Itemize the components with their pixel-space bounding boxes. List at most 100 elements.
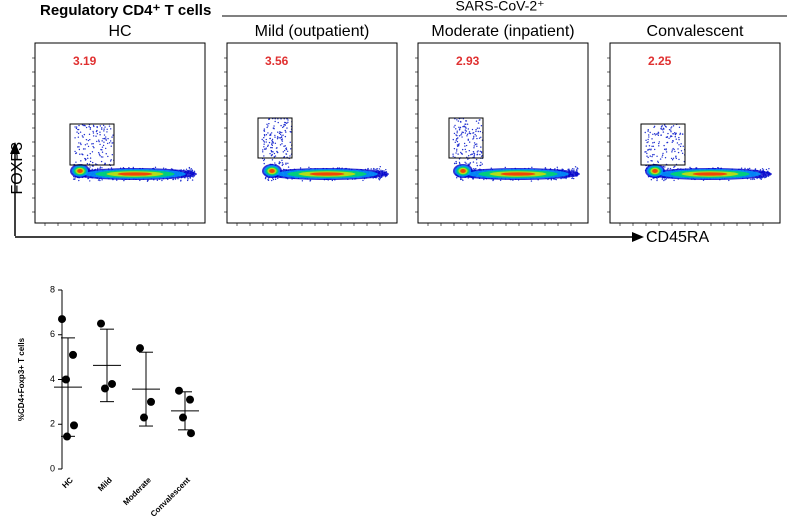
event: [671, 149, 674, 151]
panel-title: Mild (outpatient): [255, 23, 370, 40]
event: [273, 152, 276, 155]
event: [651, 160, 653, 162]
event: [274, 162, 276, 164]
event: [99, 166, 102, 168]
event: [281, 126, 284, 129]
event: [663, 148, 666, 151]
event: [476, 162, 478, 164]
event: [266, 123, 268, 126]
event: [678, 136, 680, 139]
event: [664, 166, 666, 168]
event: [647, 138, 649, 141]
event: [287, 119, 289, 121]
event: [672, 147, 674, 150]
event: [187, 178, 189, 180]
event: [663, 144, 665, 147]
event: [675, 138, 677, 140]
event: [367, 168, 369, 170]
event: [674, 165, 676, 168]
event: [74, 150, 76, 153]
event: [654, 148, 656, 151]
event: [278, 137, 280, 139]
event: [269, 152, 271, 155]
event: [268, 118, 270, 121]
event: [271, 147, 273, 149]
event: [284, 121, 286, 124]
event: [101, 140, 103, 142]
event: [499, 179, 502, 181]
x-axis-label: CD45RA: [646, 229, 709, 246]
event: [78, 148, 81, 151]
event: [717, 166, 719, 169]
event: [477, 130, 480, 133]
event: [103, 137, 106, 140]
event: [283, 149, 286, 152]
x-tick-label: Mild: [96, 475, 114, 493]
event: [455, 162, 458, 165]
event: [101, 167, 103, 169]
event: [263, 159, 265, 162]
event: [192, 170, 194, 172]
event: [92, 143, 94, 145]
event: [95, 135, 97, 137]
event: [110, 145, 112, 147]
event: [102, 156, 104, 158]
event: [660, 134, 662, 136]
event: [661, 178, 664, 180]
event: [651, 138, 653, 140]
event: [263, 141, 266, 143]
event: [385, 168, 387, 171]
event: [278, 162, 280, 165]
event: [477, 150, 479, 152]
event: [272, 127, 275, 129]
panel-title: Convalescent: [647, 23, 745, 40]
event: [100, 156, 103, 158]
event: [287, 166, 290, 168]
event: [689, 166, 691, 169]
event: [281, 164, 283, 167]
event: [648, 145, 651, 147]
event: [673, 148, 675, 151]
event: [285, 153, 288, 155]
event: [264, 177, 267, 180]
gate: [257, 117, 293, 159]
event: [89, 180, 91, 182]
event: [78, 124, 80, 127]
event: [84, 157, 86, 160]
event: [96, 126, 98, 129]
event: [483, 178, 485, 181]
panel-frame: [609, 42, 781, 224]
event: [78, 179, 80, 182]
event: [282, 163, 284, 166]
event: [271, 139, 273, 142]
event: [661, 125, 663, 127]
event: [372, 168, 375, 170]
event: [472, 150, 475, 153]
event: [123, 179, 125, 182]
event: [98, 139, 100, 141]
event: [78, 146, 80, 148]
event: [280, 124, 282, 127]
event: [661, 154, 664, 156]
event: [458, 135, 461, 137]
event: [473, 142, 476, 144]
event: [657, 134, 660, 137]
event: [479, 164, 482, 167]
event: [476, 153, 479, 156]
event: [654, 134, 657, 136]
event: [490, 167, 493, 169]
event: [660, 126, 663, 128]
density-core: [269, 169, 275, 173]
event: [100, 160, 103, 163]
event: [544, 167, 547, 169]
event: [77, 128, 79, 131]
event: [263, 158, 266, 161]
event: [650, 148, 652, 150]
event: [479, 150, 482, 153]
event: [99, 167, 101, 170]
event: [474, 133, 476, 136]
event: [740, 167, 743, 169]
event: [664, 156, 667, 159]
event: [644, 131, 646, 134]
event: [456, 148, 458, 150]
